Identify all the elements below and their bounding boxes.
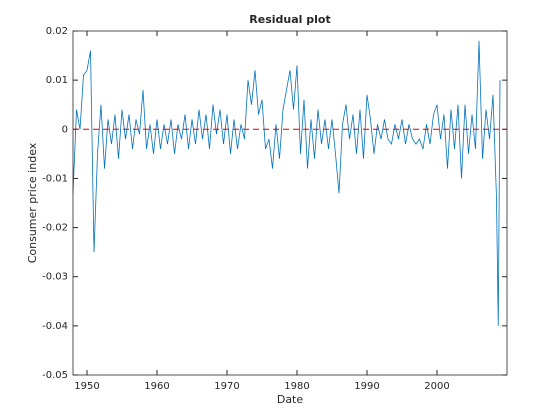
y-tick-label: -0.01	[42, 173, 68, 184]
y-tick-label: -0.02	[42, 223, 68, 234]
y-tick-label: -0.04	[42, 321, 68, 332]
x-axis-label: Date	[277, 393, 304, 406]
y-axis-label: Consumer price index	[26, 142, 39, 263]
x-tick-label: 1980	[284, 381, 309, 392]
x-tick-label: 1990	[354, 381, 379, 392]
x-tick-label: 1970	[214, 381, 239, 392]
x-tick-label: 1950	[74, 381, 99, 392]
y-tick-label: 0.02	[46, 26, 68, 37]
x-tick-label: 1960	[144, 381, 169, 392]
y-tick-label: -0.03	[42, 272, 68, 283]
y-tick-label: -0.05	[42, 370, 68, 381]
y-tick-label: 0	[62, 124, 68, 135]
axes-box	[72, 30, 508, 376]
chart-title: Residual plot	[249, 13, 330, 26]
y-tick-label: 0.01	[46, 75, 68, 86]
data-line	[72, 40, 501, 326]
x-tick-label: 2000	[424, 381, 449, 392]
